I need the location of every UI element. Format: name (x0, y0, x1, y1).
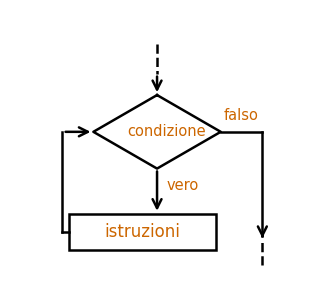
Text: istruzioni: istruzioni (104, 223, 180, 241)
Bar (69, 214, 216, 250)
Text: falso: falso (223, 108, 258, 123)
Text: vero: vero (167, 178, 199, 193)
Text: condizione: condizione (128, 124, 206, 139)
